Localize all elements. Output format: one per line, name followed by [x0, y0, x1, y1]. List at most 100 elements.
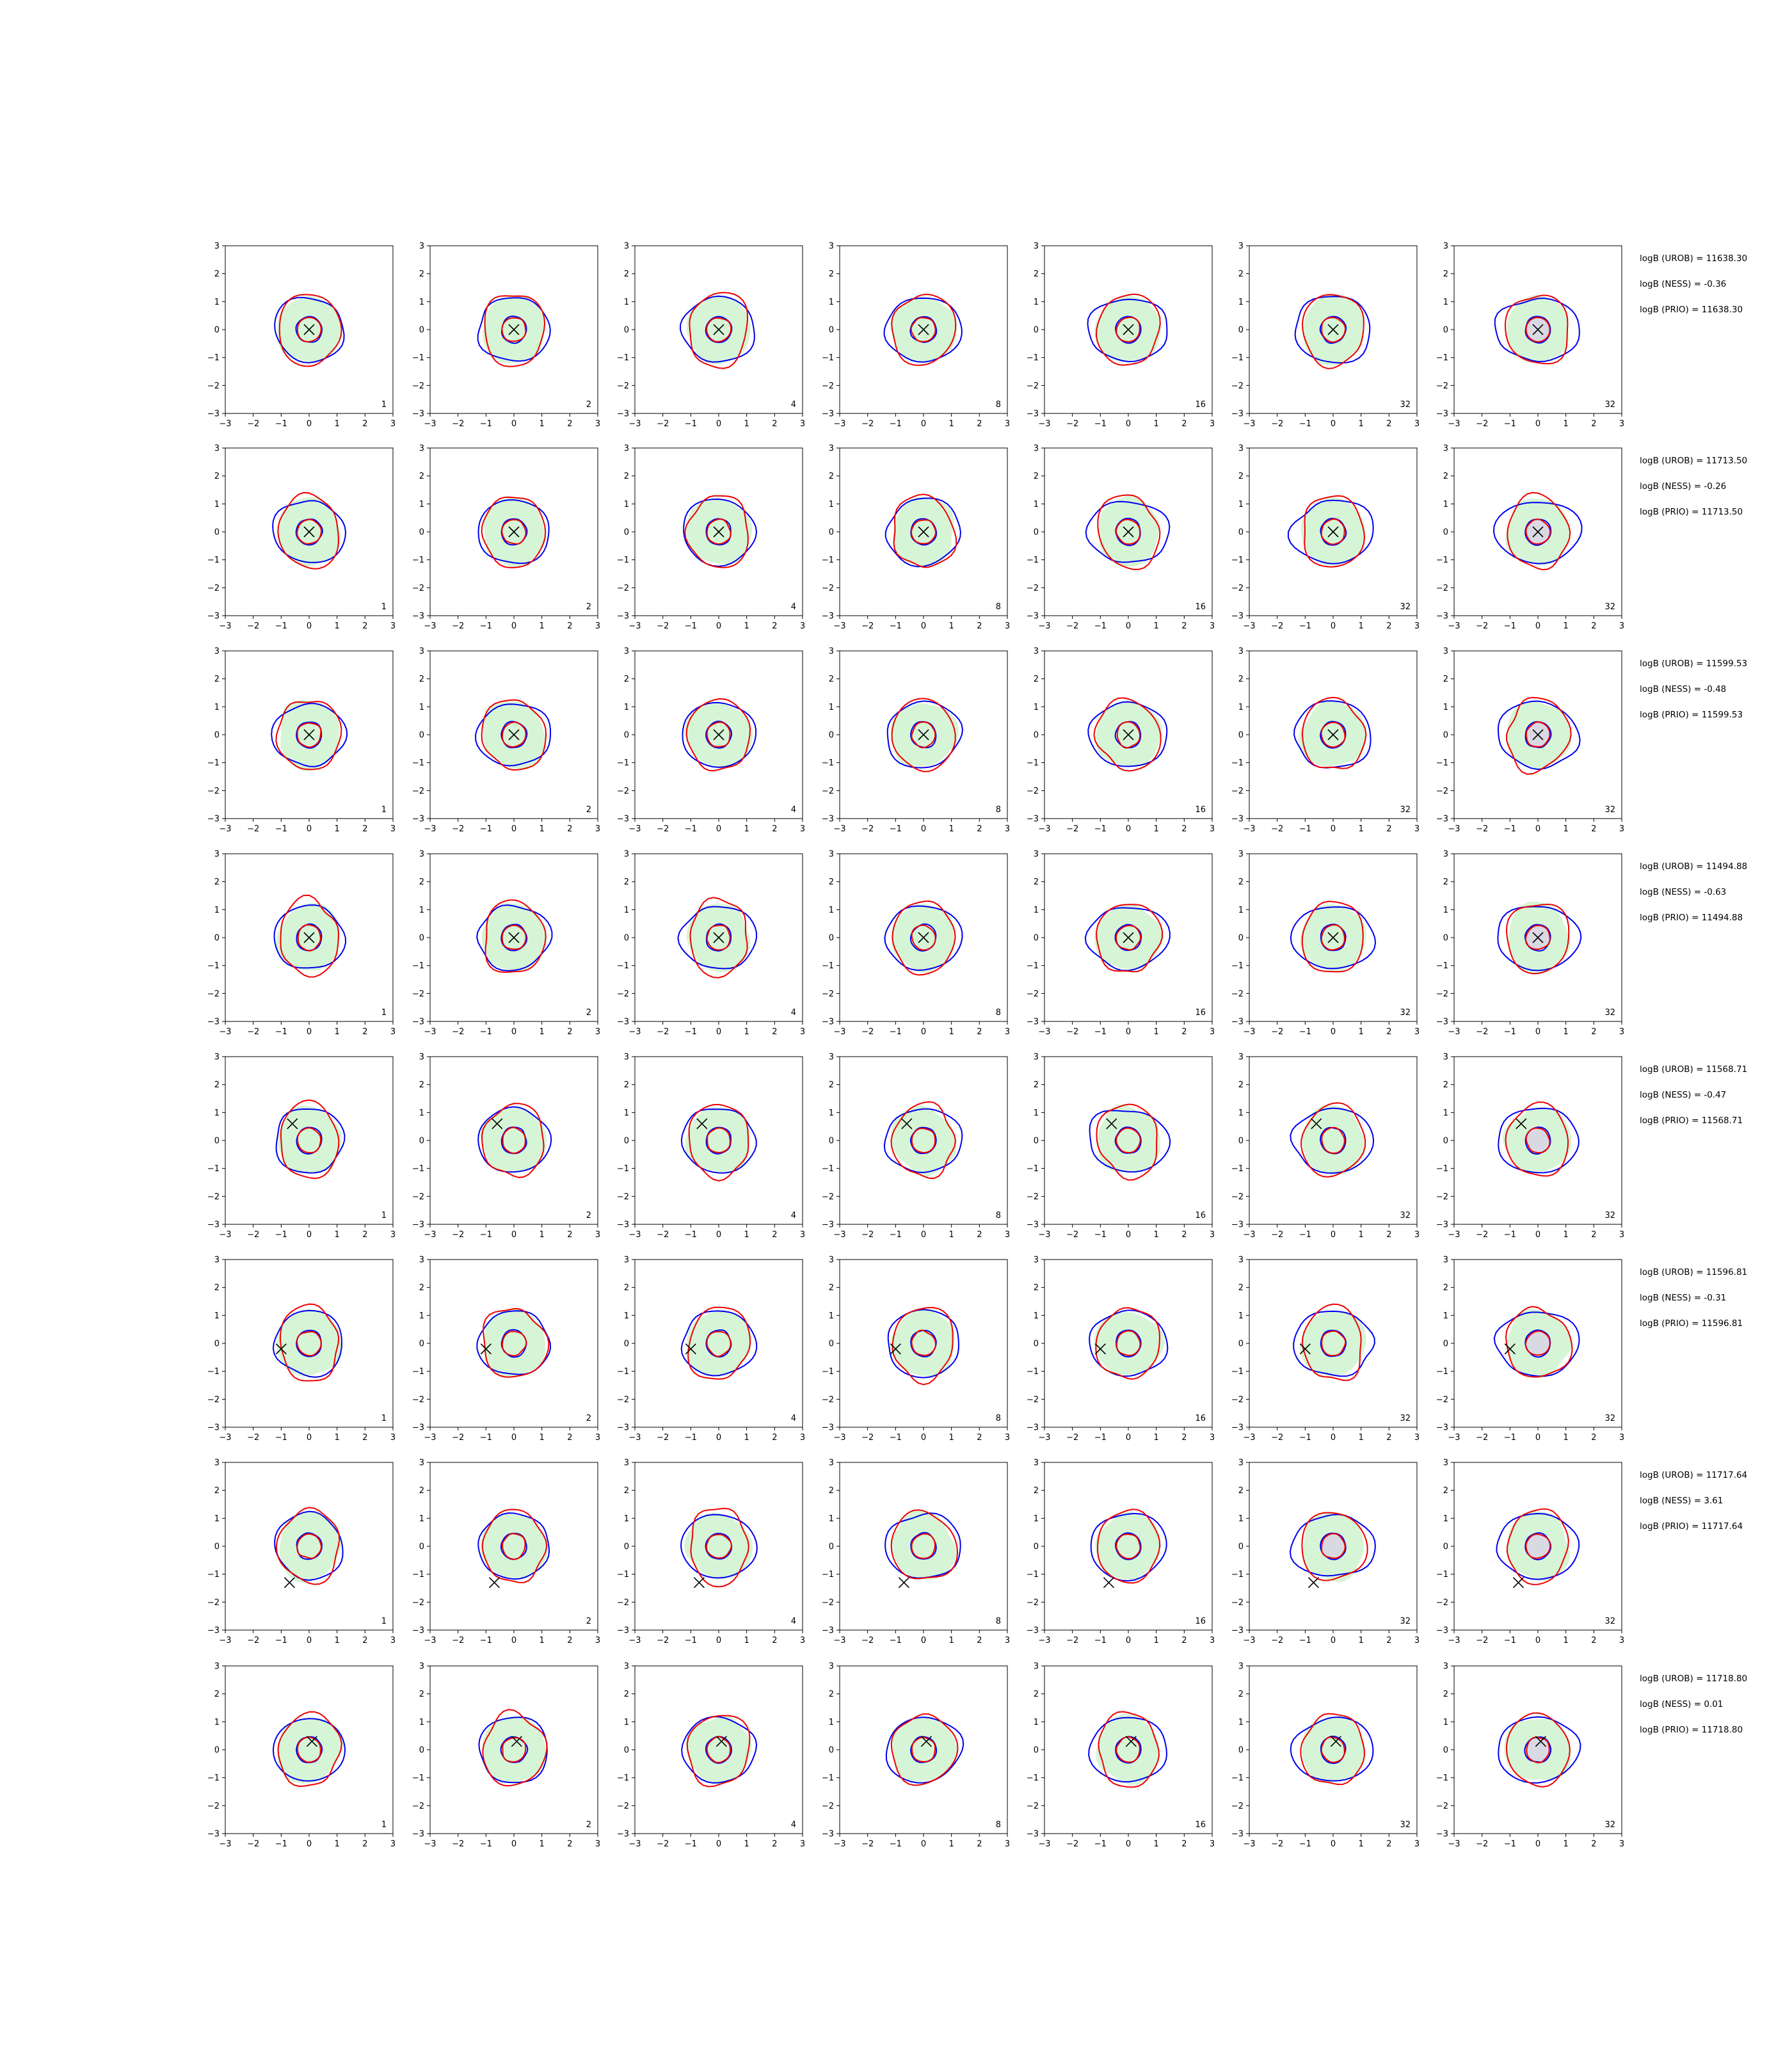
- y-tick-label: −2: [1436, 1598, 1448, 1608]
- blue-outer-contour: [475, 703, 551, 767]
- x-tick-label: 2: [772, 419, 777, 429]
- y-tick-label: −3: [207, 1626, 220, 1636]
- y-tick-label: 0: [829, 731, 834, 740]
- y-tick-label: −3: [207, 815, 220, 824]
- row-5-annotation-1: logB (UROB) = 11568.71: [1640, 1064, 1747, 1075]
- x-marker: [1327, 324, 1339, 335]
- red-inner-contour: [1320, 1533, 1346, 1559]
- panel-r3-c7: −3 −2 −1 0 1 2 3 −3 −2 −1 0 1 2 3 32: [1436, 647, 1624, 835]
- x-marker: [716, 1736, 727, 1747]
- panel-r6-c5: −3 −2 −1 0 1 2 3 −3 −2 −1 0 1 2 3 16: [1027, 1256, 1215, 1443]
- x-tick-label: −1: [1504, 1636, 1516, 1645]
- y-tick-label: 3: [1443, 444, 1448, 454]
- row-6-annotation-1: logB (UROB) = 11596.81: [1640, 1267, 1747, 1277]
- y-tick-label: −1: [1436, 1773, 1448, 1783]
- x-tick-label: 2: [1181, 1230, 1187, 1240]
- x-tick-label: −1: [1094, 1839, 1107, 1849]
- y-tick-label: −2: [1231, 584, 1244, 593]
- x-tick-label: 1: [1154, 1027, 1159, 1037]
- y-tick-label: 1: [1238, 298, 1244, 307]
- y-tick-label: 0: [419, 731, 424, 740]
- y-tick-label: 1: [1443, 298, 1448, 307]
- blue-outer-contour: [1089, 1110, 1171, 1173]
- y-tick-label: 2: [1238, 472, 1244, 481]
- x-tick-label: −1: [890, 1839, 902, 1849]
- panel-number-label: 4: [791, 400, 796, 410]
- x-tick-label: −1: [1299, 824, 1311, 834]
- panel-number-label: 32: [1400, 805, 1411, 815]
- y-tick-label: −3: [617, 410, 629, 419]
- row-1-annotation-1: logB (UROB) = 11638.30: [1640, 253, 1747, 264]
- y-tick-label: 2: [1238, 269, 1244, 279]
- x-tick-label: 3: [800, 1839, 805, 1849]
- x-tick-label: 2: [362, 621, 367, 631]
- x-tick-label: −2: [657, 824, 669, 834]
- red-outer-contour: [481, 1103, 545, 1178]
- x-tick-label: −2: [452, 1839, 464, 1849]
- x-tick-label: 0: [1535, 1027, 1540, 1037]
- x-tick-label: −3: [1243, 621, 1255, 631]
- y-tick-label: 0: [829, 1137, 834, 1146]
- y-tick-label: 0: [624, 1746, 629, 1756]
- y-tick-label: −1: [1231, 353, 1244, 363]
- x-tick-label: −2: [1066, 1230, 1078, 1240]
- x-marker: [508, 324, 520, 335]
- y-tick-label: −1: [207, 961, 220, 971]
- y-tick-label: −3: [1231, 612, 1244, 621]
- x-tick-label: 2: [1181, 1027, 1187, 1037]
- y-tick-label: 0: [1034, 934, 1039, 943]
- y-tick-label: 2: [1034, 472, 1039, 481]
- y-tick-label: −1: [822, 961, 834, 971]
- x-tick-label: 0: [716, 1027, 721, 1037]
- x-tick-label: 2: [1181, 1839, 1187, 1849]
- x-tick-label: 2: [362, 1230, 367, 1240]
- panel-r7-c7: −3 −2 −1 0 1 2 3 −3 −2 −1 0 1 2 3 32: [1436, 1459, 1624, 1646]
- x-tick-label: 0: [1535, 1433, 1540, 1443]
- x-tick-label: −1: [685, 824, 697, 834]
- y-tick-label: −2: [1436, 1395, 1448, 1405]
- x-marker: [713, 729, 724, 740]
- x-marker: [685, 1343, 696, 1355]
- y-tick-label: 2: [419, 1283, 424, 1293]
- y-tick-label: −1: [207, 1773, 220, 1783]
- x-tick-label: 3: [390, 1027, 396, 1037]
- red-inner-contour: [911, 1127, 936, 1154]
- panel-number-label: 16: [1195, 1414, 1206, 1423]
- density-core: [1525, 1737, 1551, 1763]
- red-inner-contour: [706, 317, 732, 342]
- y-tick-label: 1: [214, 298, 220, 307]
- red-inner-contour: [1320, 721, 1346, 748]
- x-tick-label: 3: [800, 621, 805, 631]
- y-tick-label: 1: [624, 1718, 629, 1727]
- blue-inner-contour: [295, 316, 323, 343]
- panel-number-label: 16: [1195, 1617, 1206, 1626]
- red-outer-contour: [1505, 696, 1572, 775]
- x-tick-label: 1: [1564, 1230, 1569, 1240]
- x-marker: [693, 1577, 705, 1588]
- y-tick-label: 0: [829, 1340, 834, 1349]
- y-tick-label: −3: [822, 1830, 834, 1839]
- x-tick-label: 2: [772, 621, 777, 631]
- panel-number-label: 2: [586, 1820, 591, 1830]
- y-tick-label: −2: [207, 989, 220, 999]
- y-tick-label: 0: [1034, 1746, 1039, 1756]
- x-tick-label: −3: [833, 1433, 845, 1443]
- x-tick-label: 2: [1386, 1027, 1391, 1037]
- x-marker: [303, 526, 315, 538]
- x-tick-label: 2: [772, 1636, 777, 1645]
- panel-r6-c4: −3 −2 −1 0 1 2 3 −3 −2 −1 0 1 2 3 8: [822, 1256, 1010, 1443]
- y-tick-label: −3: [1436, 1220, 1448, 1230]
- x-tick-label: −1: [1094, 621, 1107, 631]
- red-outer-contour: [1506, 1508, 1569, 1585]
- red-inner-contour: [1526, 1736, 1550, 1764]
- x-tick-label: −3: [628, 1230, 641, 1240]
- y-tick-label: 3: [1238, 1053, 1244, 1062]
- y-tick-label: 0: [1034, 528, 1039, 538]
- y-tick-label: 1: [214, 1108, 220, 1118]
- x-tick-label: −3: [1243, 1027, 1255, 1037]
- x-tick-label: 1: [744, 419, 749, 429]
- y-tick-label: −1: [1027, 758, 1039, 768]
- y-tick-label: 0: [1238, 326, 1244, 335]
